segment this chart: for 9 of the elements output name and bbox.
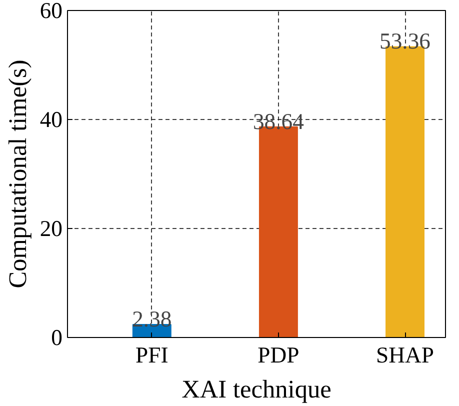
- x-tick-label: PFI: [136, 342, 168, 368]
- y-axis-title: Computational time(s): [4, 60, 32, 288]
- x-axis-title: XAI technique: [182, 376, 332, 404]
- y-tick-label: 60: [40, 0, 62, 23]
- x-tick-label: SHAP: [376, 342, 434, 368]
- y-tick-label: 40: [40, 107, 62, 132]
- y-tick-label: 0: [51, 325, 62, 350]
- x-tick-label: PDP: [258, 342, 300, 368]
- y-tick-label: 20: [40, 216, 62, 241]
